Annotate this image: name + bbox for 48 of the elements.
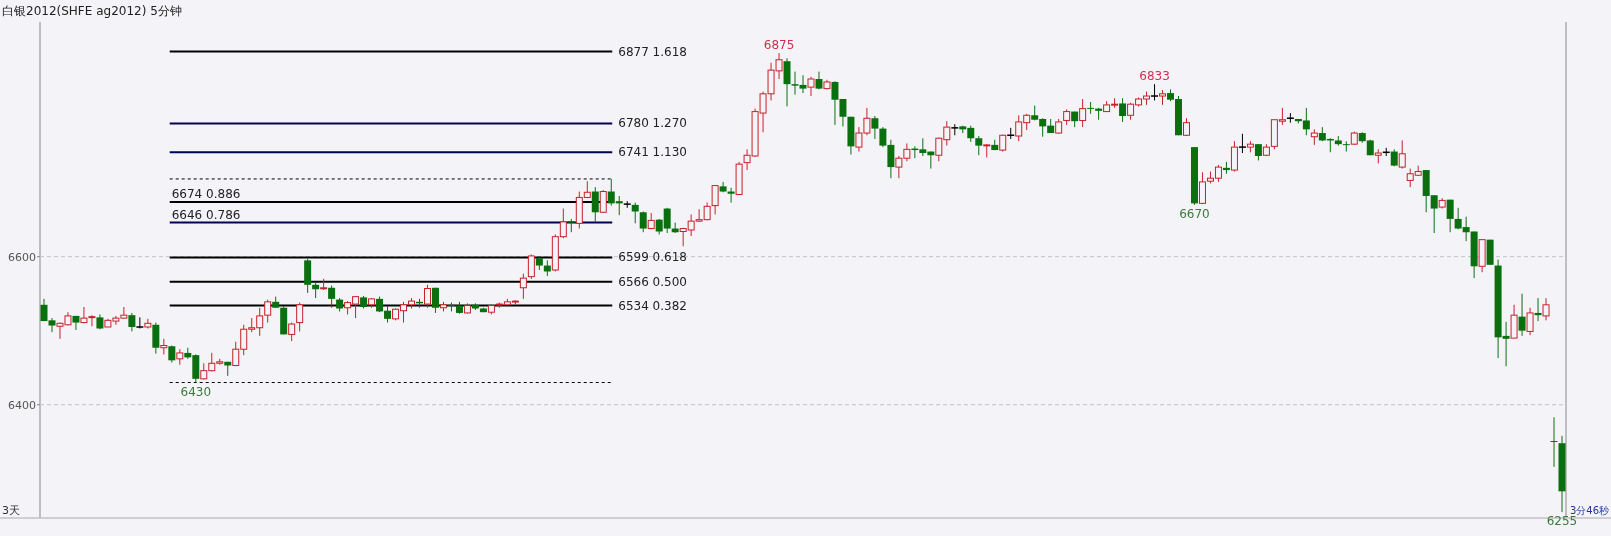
y-tick-label: 6400 xyxy=(8,398,36,412)
candlestick xyxy=(1446,199,1454,233)
candlestick xyxy=(527,253,535,280)
annotation: 6430 xyxy=(180,384,212,399)
candlestick xyxy=(1542,297,1550,321)
candlestick xyxy=(296,302,304,332)
candlestick xyxy=(1238,133,1246,154)
candlestick xyxy=(431,287,439,314)
candlestick xyxy=(128,312,136,332)
ref-line-label: 6780 1.270 xyxy=(618,116,687,131)
candlestick xyxy=(1398,139,1406,170)
ref-line-label: 6741 1.130 xyxy=(618,145,687,160)
ref-line-label: 6877 1.618 xyxy=(618,44,687,59)
candlestick xyxy=(1119,97,1127,123)
candlestick xyxy=(519,273,527,300)
text: 3天 xyxy=(2,504,20,517)
candlestick xyxy=(136,316,144,329)
annotation: 6875 xyxy=(763,38,795,53)
candlestick xyxy=(591,186,599,223)
candlestick xyxy=(631,202,639,224)
candlestick xyxy=(711,184,719,215)
candlestick xyxy=(783,57,791,107)
annotation: 6255 xyxy=(1546,514,1578,529)
text: 3分46秒 xyxy=(1569,505,1609,516)
y-tick-label: 6600 xyxy=(8,250,36,264)
candlestick xyxy=(1087,101,1095,115)
ref-line-label: 6646 0.786 xyxy=(171,207,241,222)
candlestick xyxy=(1518,293,1526,337)
chart-title: 白银2012(SHFE ag2012) 5分钟 xyxy=(2,4,182,18)
candlestick xyxy=(152,322,160,355)
candlestick xyxy=(1342,140,1350,153)
ref-line-label: 6599 0.618 xyxy=(618,250,687,265)
candlestick xyxy=(871,115,879,140)
candlestick xyxy=(975,135,983,156)
ref-line-label: 6566 0.500 xyxy=(618,274,687,289)
candlestick xyxy=(328,285,336,309)
annotation: 6670 xyxy=(1179,206,1210,221)
candlestick xyxy=(72,315,80,331)
annotation: 6833 xyxy=(1139,69,1170,84)
candlestick xyxy=(1526,307,1534,336)
ref-line-label: 6534 0.382 xyxy=(618,298,687,313)
ref-line-label: 6674 0.886 xyxy=(171,186,241,201)
candlestick xyxy=(423,284,431,309)
candlestick xyxy=(1550,416,1558,468)
candlestick xyxy=(1079,98,1087,128)
candlestick xyxy=(807,76,815,97)
candlestick xyxy=(1510,304,1518,339)
candlestick xyxy=(1230,140,1238,173)
